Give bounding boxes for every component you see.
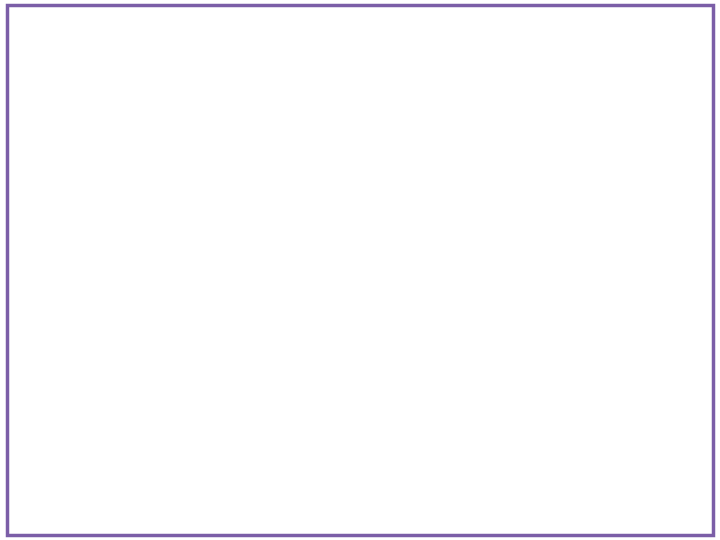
- Text: 978.34**: 978.34**: [558, 249, 626, 265]
- Text: chose: chose: [400, 308, 448, 326]
- Text: -0.016: -0.016: [258, 222, 307, 238]
- Text: family care are slightly less likely to go or stay in the hospital: family care are slightly less likely to …: [121, 329, 631, 347]
- Bar: [112, 217, 631, 244]
- Text: -0.04***: -0.04***: [484, 222, 546, 238]
- Text: Naïve Model: Naïve Model: [131, 222, 225, 238]
- Text: •: •: [109, 364, 120, 382]
- Text: to combine agency +: to combine agency +: [448, 308, 631, 326]
- Text: Inpatient
Days: Inpatient Days: [398, 168, 477, 200]
- Text: •: •: [109, 308, 120, 326]
- Text: Evidence of selection: those who: Evidence of selection: those who: [121, 308, 400, 326]
- Bar: [112, 152, 631, 217]
- Text: Marginal
Effect of
Family Care: Marginal Effect of Family Care: [127, 159, 228, 209]
- Text: 0.69: 0.69: [420, 249, 454, 265]
- Text: 0.031: 0.031: [493, 249, 536, 265]
- Text: -0.46***: -0.46***: [329, 222, 391, 238]
- Text: 0.080: 0.080: [261, 249, 304, 265]
- Text: *: p< 0.10; ** p< 0.05; ** p< 0.01.: *: p< 0.10; ** p< 0.05; ** p< 0.01.: [389, 281, 631, 295]
- Text: Any ER
Admit: Any ER Admit: [252, 168, 312, 200]
- Bar: [112, 244, 631, 271]
- Text: W: W: [624, 495, 665, 529]
- Text: Any
Inpatient
Costs: Any Inpatient Costs: [475, 159, 554, 209]
- Text: Any
Inpatient: Any Inpatient: [320, 168, 400, 200]
- Text: 2SRI: 2SRI: [161, 249, 195, 265]
- Text: Inpatient
Cost: Inpatient Cost: [553, 168, 632, 200]
- Text: -0.005: -0.005: [336, 249, 384, 265]
- Text: -0.87**: -0.87**: [410, 222, 464, 238]
- Bar: [112, 152, 631, 271]
- Text: -163.98*: -163.98*: [559, 222, 626, 238]
- Text: Results: Utilization and Spending: Results: Utilization and Spending: [71, 94, 667, 128]
- Text: Evidence of causal effects on cost: while not (statistically
significantly) more: Evidence of causal effects on cost: whil…: [121, 364, 672, 444]
